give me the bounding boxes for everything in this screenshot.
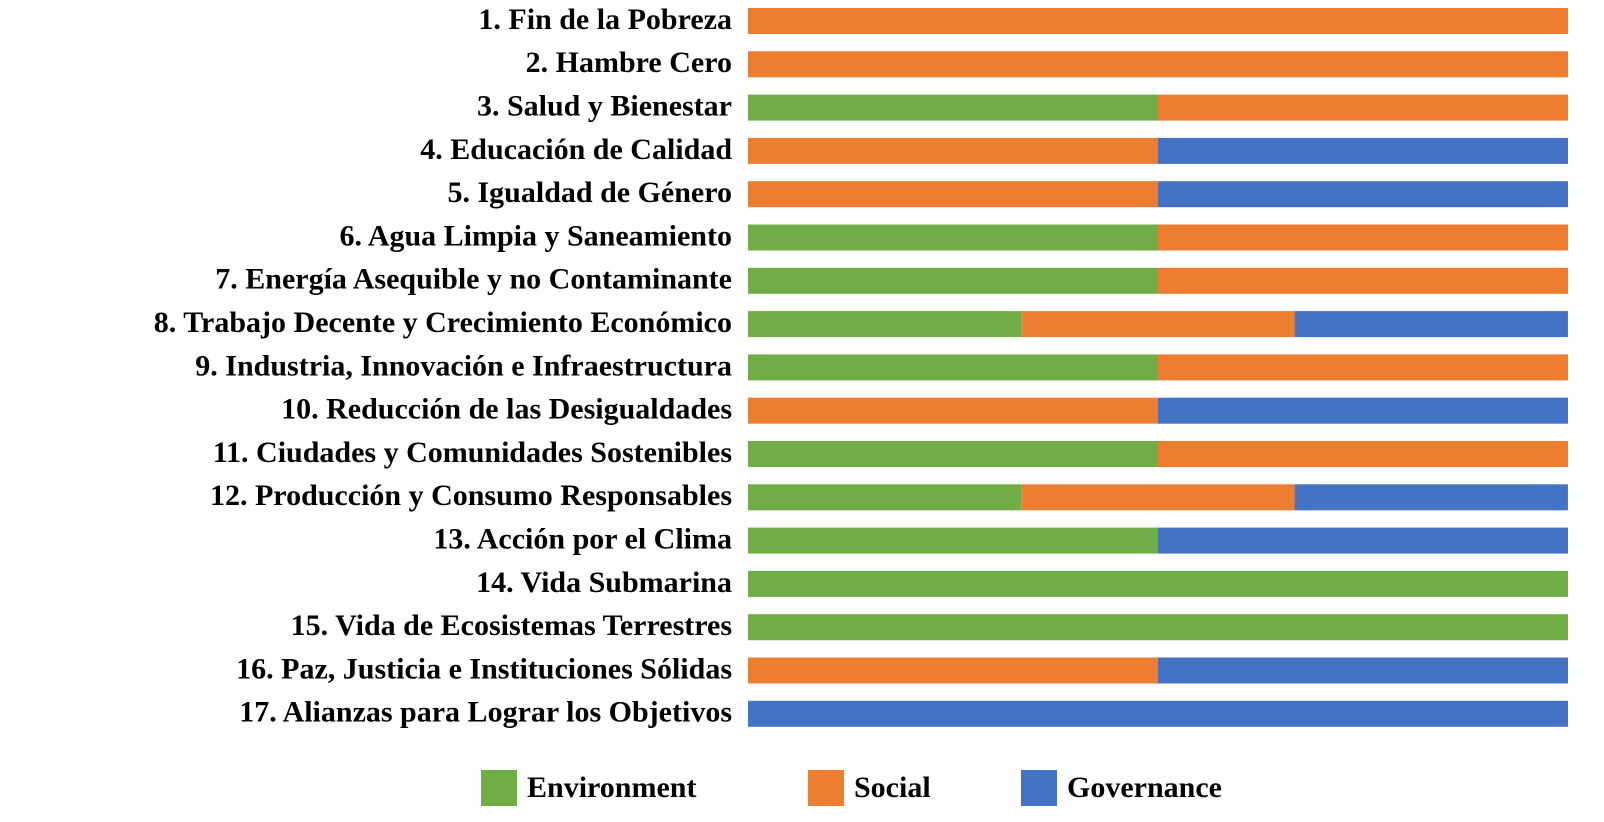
category-label: 13. Acción por el Clima — [433, 522, 732, 555]
bar-segment — [1158, 181, 1568, 208]
bar-segment — [1158, 527, 1568, 554]
category-label: 9. Industria, Innovación e Infraestructu… — [195, 349, 732, 382]
bar-segment — [748, 181, 1158, 208]
bar-segment — [748, 311, 1022, 338]
bar-segment — [748, 224, 1158, 251]
bar-segment — [748, 657, 1158, 684]
legend-swatch — [1021, 770, 1057, 806]
bar-segment — [748, 570, 1568, 597]
bar-segment — [748, 527, 1158, 554]
bar-segment — [1158, 94, 1568, 121]
bar-segment — [1158, 397, 1568, 424]
bar-segment — [748, 8, 1568, 34]
bar-segment — [748, 137, 1158, 164]
bar-segment — [748, 51, 1568, 78]
category-label: 6. Agua Limpia y Saneamiento — [339, 219, 732, 252]
category-label: 15. Vida de Ecosistemas Terrestres — [291, 609, 732, 642]
category-label: 3. Salud y Bienestar — [477, 89, 732, 122]
category-label: 12. Producción y Consumo Responsables — [210, 479, 732, 512]
category-label: 8. Trabajo Decente y Crecimiento Económi… — [154, 306, 732, 339]
bar-segment — [748, 354, 1158, 381]
category-label: 16. Paz, Justicia e Instituciones Sólida… — [236, 652, 732, 685]
bar-segment — [1158, 137, 1568, 164]
bar-segment — [1158, 441, 1568, 467]
bar-segment — [748, 441, 1158, 467]
category-label: 17. Alianzas para Lograr los Objetivos — [239, 696, 732, 729]
category-label: 2. Hambre Cero — [526, 46, 732, 79]
category-label: 7. Energía Asequible y no Contaminante — [215, 263, 732, 296]
category-label: 11. Ciudades y Comunidades Sostenibles — [213, 436, 732, 469]
bar-segment — [1158, 224, 1568, 251]
category-label: 14. Vida Submarina — [476, 566, 732, 599]
bar-segment — [748, 614, 1568, 641]
bar-segment — [748, 484, 1022, 511]
bar-segment — [1158, 267, 1568, 294]
bar-segment — [748, 267, 1158, 294]
category-label: 1. Fin de la Pobreza — [478, 3, 732, 36]
legend-swatch — [808, 770, 844, 806]
category-label: 5. Igualdad de Género — [448, 176, 733, 209]
bar-segment — [1021, 484, 1295, 511]
legend-label: Social — [854, 771, 931, 804]
bar-segment — [748, 700, 1568, 727]
bar-segment — [1021, 311, 1295, 338]
bar-segment — [748, 397, 1158, 424]
legend-label: Governance — [1067, 771, 1222, 804]
bar-segment — [1158, 354, 1568, 381]
category-label: 4. Educación de Calidad — [420, 133, 732, 166]
bar-segment — [1294, 484, 1568, 511]
bar-segment — [1294, 311, 1568, 338]
bar-segment — [1158, 657, 1568, 684]
bar-segment — [748, 94, 1158, 121]
legend-swatch — [481, 770, 517, 806]
category-label: 10. Reducción de las Desigualdades — [281, 393, 732, 426]
legend-label: Environment — [527, 771, 696, 804]
